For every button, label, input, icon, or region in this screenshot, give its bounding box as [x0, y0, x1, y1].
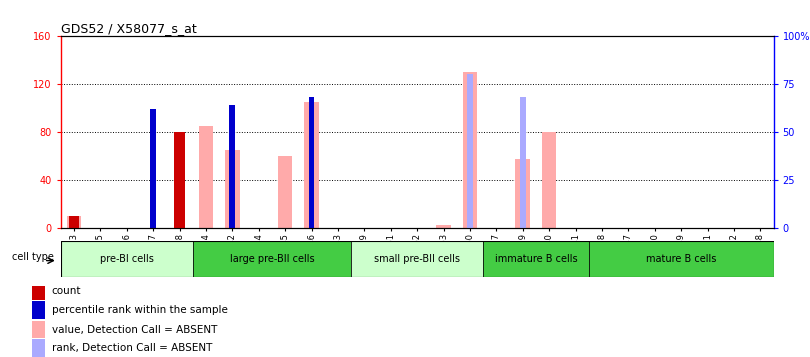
Bar: [66, 216, 81, 228]
Text: GDS52 / X58077_s_at: GDS52 / X58077_s_at: [61, 21, 197, 35]
Bar: [515, 159, 530, 228]
Bar: [32, 339, 45, 357]
Bar: [467, 74, 473, 228]
Bar: [174, 132, 185, 228]
Text: pre-BI cells: pre-BI cells: [100, 254, 154, 264]
Text: cell type: cell type: [12, 252, 54, 262]
Bar: [32, 282, 45, 300]
Bar: [305, 102, 319, 228]
Bar: [309, 97, 314, 228]
Bar: [229, 105, 235, 228]
Bar: [437, 225, 451, 228]
Bar: [542, 132, 556, 228]
Bar: [150, 109, 156, 228]
Text: large pre-BII cells: large pre-BII cells: [230, 254, 314, 264]
Text: immature B cells: immature B cells: [495, 254, 578, 264]
Bar: [520, 97, 526, 228]
Text: percentile rank within the sample: percentile rank within the sample: [52, 305, 228, 315]
Bar: [225, 150, 240, 228]
Bar: [352, 241, 483, 277]
Bar: [589, 241, 774, 277]
Bar: [483, 241, 589, 277]
Text: mature B cells: mature B cells: [646, 254, 716, 264]
Bar: [193, 241, 352, 277]
Bar: [198, 126, 213, 228]
Bar: [463, 72, 477, 228]
Bar: [61, 241, 193, 277]
Bar: [32, 321, 45, 338]
Text: rank, Detection Call = ABSENT: rank, Detection Call = ABSENT: [52, 343, 212, 353]
Bar: [69, 216, 79, 228]
Text: small pre-BII cells: small pre-BII cells: [374, 254, 460, 264]
Bar: [32, 301, 45, 319]
Text: value, Detection Call = ABSENT: value, Detection Call = ABSENT: [52, 325, 217, 335]
Bar: [278, 156, 292, 228]
Text: count: count: [52, 286, 81, 296]
